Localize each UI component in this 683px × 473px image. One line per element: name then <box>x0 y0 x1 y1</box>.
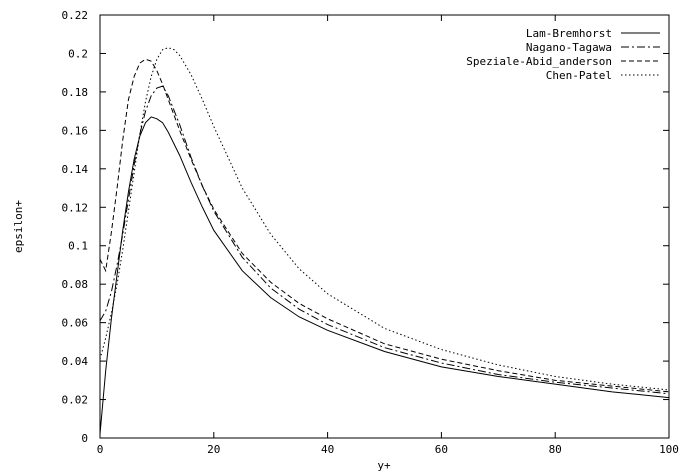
x-tick-label: 80 <box>549 443 562 456</box>
legend-label: Lam-Bremhorst <box>526 27 612 40</box>
y-tick-label: 0.06 <box>62 317 89 330</box>
y-tick-label: 0.02 <box>62 394 89 407</box>
x-tick-label: 0 <box>97 443 104 456</box>
series-lines <box>99 47 670 435</box>
y-tick-label: 0.04 <box>62 355 89 368</box>
y-tick-label: 0.16 <box>62 124 89 137</box>
y-tick-label: 0.18 <box>62 86 89 99</box>
x-tick-label: 60 <box>435 443 448 456</box>
series-line-lam-bremhorst <box>99 116 670 435</box>
y-tick-label: 0.12 <box>62 201 89 214</box>
y-tick-label: 0.1 <box>68 240 88 253</box>
y-tick-label: 0.2 <box>68 47 88 60</box>
y-tick-label: 0 <box>81 432 88 445</box>
y-tick-labels: 0 0.02 0.04 0.06 0.08 0.1 0.12 0.14 0.16 0.18 0.2 0… <box>62 9 89 445</box>
axis-ticks <box>99 14 670 439</box>
series-line-nagano-tagawa <box>99 85 670 395</box>
series-line-speziale-abid-anderson <box>99 58 670 393</box>
series-line-chen-patel <box>99 47 670 391</box>
legend-label: Nagano-Tagawa <box>526 41 612 54</box>
legend: Lam-BremhorstNagano-TagawaSpeziale-Abid_… <box>466 27 660 82</box>
legend-label: Chen-Patel <box>546 69 612 82</box>
legend-label: Speziale-Abid_anderson <box>466 55 612 68</box>
x-tick-label: 40 <box>321 443 334 456</box>
plot-frame <box>99 14 670 439</box>
y-axis-title: epsilon+ <box>12 200 25 253</box>
y-tick-label: 0.22 <box>62 9 89 22</box>
y-tick-label: 0.14 <box>62 163 89 176</box>
x-tick-label: 100 <box>659 443 679 456</box>
y-tick-label: 0.08 <box>62 278 89 291</box>
x-axis-title: y+ <box>377 459 391 472</box>
x-tick-label: 20 <box>207 443 220 456</box>
x-tick-labels: 0 20 40 60 80 100 <box>97 443 679 456</box>
